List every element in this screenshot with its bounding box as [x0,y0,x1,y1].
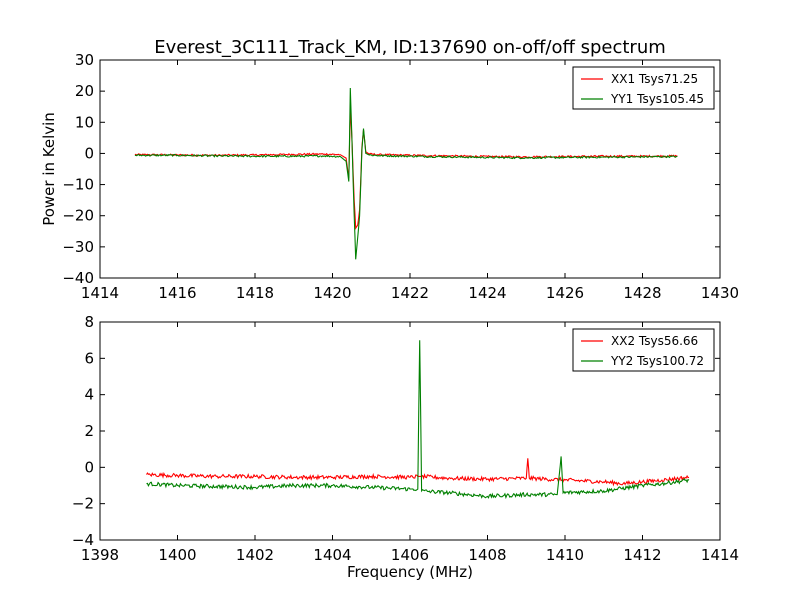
legend-box [572,328,715,372]
series-line-xx1 [134,106,678,230]
y-tick-label: −30 [62,238,94,256]
x-tick-label: 1414 [701,546,739,564]
x-tick-label: 1416 [158,284,196,302]
y-tick-label: −10 [62,176,94,194]
x-tick-label: 1408 [468,546,506,564]
y-tick-label: −4 [72,531,94,549]
bottom-panel: 1398 1400 1402 1404 1406 1408 1410 1412 1414 −4 −2… [72,313,739,581]
x-tick-label: 1420 [313,284,351,302]
legend-entry: YY2 Tsys100.72 [610,354,704,368]
bottom-panel-lines [146,340,690,500]
bottom-panel-ticks: 1398 1400 1402 1404 1406 1408 1410 1412 1414 −4 −2… [72,313,739,564]
x-tick-label: 1410 [546,546,584,564]
top-panel-lines [134,87,678,260]
x-tick-label: 1430 [701,284,739,302]
top-panel-legend: XX1 Tsys71.25 YY1 Tsys105.45 [572,66,715,110]
y-tick-label: 30 [75,51,94,69]
x-tick-label: 1398 [81,546,119,564]
top-panel: 1414 1416 1418 1420 1422 1424 1426 1428 1430 −40 −… [40,51,739,302]
series-line-yy1 [134,87,678,260]
top-panel-ticks: 1414 1416 1418 1420 1422 1424 1426 1428 1430 −40 −… [62,51,739,302]
x-tick-label: 1402 [236,546,274,564]
x-tick-label: 1428 [623,284,661,302]
x-tick-label: 1422 [391,284,429,302]
y-tick-label: −2 [72,495,94,513]
bottom-panel-legend: XX2 Tsys56.66 YY2 Tsys100.72 [572,328,715,372]
legend-entry: YY1 Tsys105.45 [610,92,704,106]
y-tick-label: −20 [62,207,94,225]
legend-entry: XX1 Tsys71.25 [611,72,698,86]
bottom-panel-x-axis-label: Frequency (MHz) [347,563,473,581]
x-tick-label: 1424 [468,284,506,302]
x-tick-label: 1404 [313,546,351,564]
x-tick-label: 1400 [158,546,196,564]
x-tick-label: 1414 [81,284,119,302]
x-tick-label: 1418 [236,284,274,302]
y-tick-label: −40 [62,269,94,287]
y-tick-label: 4 [84,386,94,404]
x-tick-label: 1406 [391,546,429,564]
top-panel-y-axis-label: Power in Kelvin [40,112,58,226]
y-tick-label: 0 [84,458,94,476]
y-tick-label: 0 [84,144,94,162]
y-tick-label: 10 [75,113,94,131]
x-tick-label: 1412 [623,546,661,564]
chart-title: Everest_3C111_Track_KM, ID:137690 on-off… [154,37,666,58]
y-tick-label: 20 [75,82,94,100]
legend-box [572,66,715,110]
y-tick-label: 2 [84,422,94,440]
y-tick-label: 6 [84,349,94,367]
y-tick-label: 8 [84,313,94,331]
legend-entry: XX2 Tsys56.66 [611,334,698,348]
series-line-yy2 [146,340,690,500]
x-tick-label: 1426 [546,284,584,302]
